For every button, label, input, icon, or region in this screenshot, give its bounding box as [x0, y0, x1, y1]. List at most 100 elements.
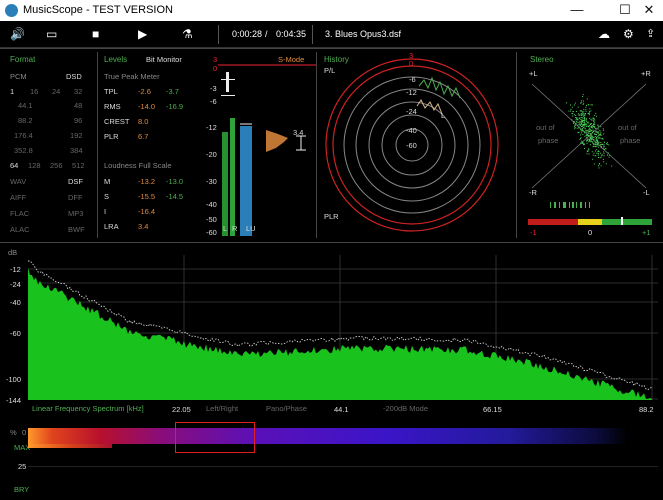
- play-icon[interactable]: ▶: [138, 27, 148, 41]
- percent-label: %: [10, 428, 17, 437]
- time-separator: /: [265, 29, 268, 39]
- 200db-mode[interactable]: -200dB Mode: [383, 404, 429, 413]
- level-row-label: TPL: [104, 87, 118, 96]
- bit-monitor-tab[interactable]: Bit Monitor: [146, 55, 182, 64]
- maximize-button[interactable]: ☐: [619, 2, 631, 17]
- bit-depth: 512: [72, 161, 85, 170]
- file-type: ALAC: [10, 225, 30, 234]
- history-ring-label: -12: [406, 88, 417, 97]
- stereo-axis-label: +R: [641, 69, 651, 78]
- level-value-left: 3.4: [138, 222, 149, 231]
- bry-label: BRY: [14, 485, 30, 494]
- bit-depth: 256: [50, 161, 63, 170]
- meter-bar-lu: [240, 126, 252, 236]
- pcm-rate: 352.8: [14, 146, 33, 155]
- file-type: DSF: [68, 177, 83, 186]
- meter-scale-label: -20: [206, 150, 217, 159]
- level-value-left: 8.0: [138, 117, 149, 126]
- spectrogram-bar: [28, 428, 628, 444]
- out-of-phase-label: out of: [536, 123, 555, 132]
- correlation-marker: [621, 217, 623, 225]
- spectrogram-bar-low: [28, 444, 112, 448]
- correlation-negative: [528, 219, 578, 225]
- spectrum-plot: [28, 255, 658, 400]
- level-value-left: 6.7: [138, 132, 149, 141]
- pcm-label: PCM: [10, 72, 27, 81]
- meter-channel-label: R: [232, 224, 238, 233]
- time-elapsed: 0:00:28: [232, 29, 263, 39]
- dsd-rate: 32: [74, 87, 83, 96]
- selection-box[interactable]: [175, 422, 255, 453]
- correlation-scale: -1: [530, 228, 537, 237]
- stereo-axis-label: +L: [529, 69, 538, 78]
- dsd-rate: 16: [30, 87, 39, 96]
- history-ring-label: 3: [409, 51, 414, 60]
- meter-channel-label: L: [223, 224, 228, 233]
- s-mode-label[interactable]: S-Mode: [278, 55, 305, 64]
- format-title: Format: [10, 55, 36, 64]
- history-ring-label: -60: [406, 141, 417, 150]
- cloud-icon[interactable]: ☁: [598, 27, 610, 41]
- analysis-icon[interactable]: ⚗: [182, 27, 193, 41]
- percent-zero: 0: [22, 428, 27, 437]
- file-type: MP3: [68, 209, 84, 218]
- level-row-label: M: [104, 177, 111, 186]
- gear-icon[interactable]: ⚙: [623, 27, 634, 41]
- level-value-left: -15.5: [138, 192, 156, 201]
- level-row-label: RMS: [104, 102, 121, 111]
- level-value-left: -14.0: [138, 102, 156, 111]
- close-button[interactable]: ✕: [643, 2, 655, 17]
- volume-icon[interactable]: 🔊: [10, 27, 25, 41]
- minimize-button[interactable]: —: [570, 2, 584, 17]
- level-value-right: -13.0: [166, 177, 184, 186]
- pcm-rate: 44.1: [18, 101, 33, 110]
- file-type: FLAC: [10, 209, 30, 218]
- level-value-right: -14.5: [166, 192, 184, 201]
- stereo-axis-label: -L: [643, 188, 650, 197]
- level-row-label: S: [104, 192, 110, 201]
- spectrum-title: Linear Frequency Spectrum [kHz]: [32, 404, 144, 413]
- history-ring-label: -24: [406, 107, 417, 116]
- pano-phase-mode[interactable]: Pano/Phase: [266, 404, 307, 413]
- history-ring-label: 0: [409, 59, 414, 68]
- meter-scale-label: -60: [206, 228, 217, 237]
- level-row-label: LRA: [104, 222, 119, 231]
- correlation-scale: +1: [642, 228, 651, 237]
- meter-scale-label: -50: [206, 215, 217, 224]
- level-value-right: -16.9: [166, 102, 184, 111]
- history-trace-label: L: [441, 111, 446, 120]
- meter-scale-label: -40: [206, 200, 217, 209]
- spectrum-y-tick: -24: [10, 280, 21, 289]
- loudness-title: Loudness Full Scale: [104, 161, 172, 170]
- plr-label: PLR: [324, 212, 339, 221]
- spectrum-fill: [28, 267, 652, 400]
- file-type: AIFF: [10, 193, 27, 202]
- out-of-phase-label: out of: [618, 123, 637, 132]
- bit-depth: 128: [28, 161, 41, 170]
- history-ring-label: -6: [409, 75, 416, 84]
- spectrum-peak-hold: [28, 260, 653, 391]
- left-right-mode[interactable]: Left/Right: [206, 404, 239, 413]
- history-radar: [325, 58, 499, 232]
- level-meter-graphic: [218, 64, 316, 236]
- open-folder-icon[interactable]: ▭: [46, 27, 58, 41]
- meter-channel-label: LU: [246, 224, 256, 233]
- file-type: WAV: [10, 177, 27, 186]
- export-icon[interactable]: ⇪: [646, 28, 656, 40]
- track-title: 3. Blues Opus3.dsf: [325, 29, 402, 39]
- meter-bar-l: [230, 118, 235, 236]
- pl-label: P/L: [324, 66, 336, 75]
- spectrum-y-tick: -40: [10, 298, 21, 307]
- level-row-label: PLR: [104, 132, 119, 141]
- meter-scale-label: -3: [210, 84, 217, 93]
- meter-scale-label: 3: [213, 55, 218, 64]
- goniometer: [528, 83, 652, 225]
- scale-25: 25: [18, 462, 27, 471]
- level-row-label: I: [104, 207, 107, 216]
- stop-icon[interactable]: ■: [92, 27, 100, 41]
- pcm-rate: 96: [74, 116, 83, 125]
- spectrum-x-tick: 88.2: [639, 405, 654, 414]
- file-type: DFF: [68, 193, 83, 202]
- short-term-histogram: [266, 130, 288, 152]
- db-label: dB: [8, 248, 18, 257]
